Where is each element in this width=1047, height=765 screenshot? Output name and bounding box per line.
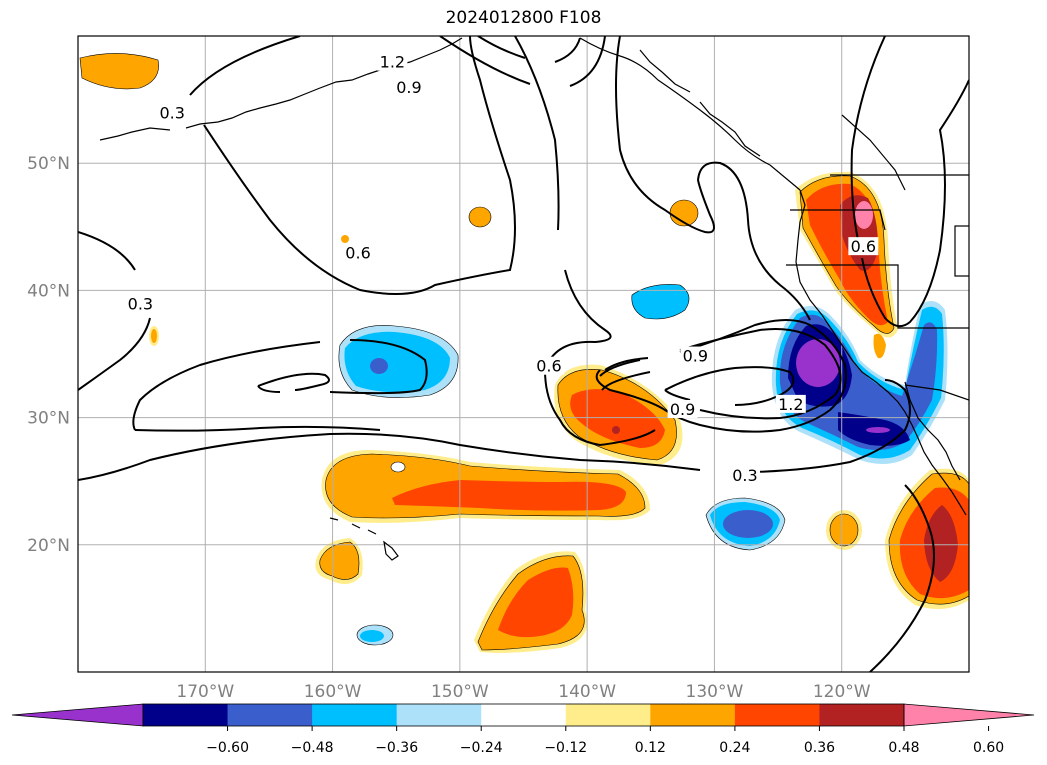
contour-label: 1.2 <box>778 395 803 414</box>
contour-0-6-ne <box>852 36 969 326</box>
lon-tick-label: 170°W <box>176 682 234 702</box>
shade-orange-blob-3 <box>151 329 157 343</box>
contour-1-2-north <box>478 36 580 62</box>
shade-orange-ne-tail <box>874 334 887 358</box>
colorbar-tick-label: −0.12 <box>544 740 587 756</box>
shade-royal-west <box>370 358 388 374</box>
colorbar-tick-label: 0.48 <box>888 740 919 756</box>
colorbar-swatch <box>312 704 397 726</box>
longitude-tick-labels: 170°W 160°W 150°W 140°W 130°W 120°W <box>176 682 870 702</box>
colorbar-swatch <box>650 704 735 726</box>
colorbar-swatch <box>819 704 904 726</box>
coast-alaska-gulf <box>580 38 800 190</box>
contour-0-9-west <box>258 374 329 392</box>
contour-label: 0.6 <box>345 244 370 263</box>
contour-0-9-north <box>440 36 605 86</box>
colorbar-swatch <box>397 704 482 726</box>
contour-label: 0.6 <box>851 237 876 256</box>
shade-orange-blob-4 <box>341 235 349 243</box>
colorbar-tick-label: −0.60 <box>206 740 249 756</box>
lon-tick-label: 160°W <box>304 682 362 702</box>
shade-brick-center <box>612 426 620 434</box>
anomaly-shading <box>80 53 969 652</box>
colorbar-swatch <box>228 704 313 726</box>
lat-tick-label: 50°N <box>27 154 70 174</box>
colorbar-swatch <box>143 704 228 726</box>
contour-label: 0.9 <box>683 347 708 366</box>
contour-label: 0.3 <box>159 104 184 123</box>
contour-label: 0.9 <box>670 400 695 419</box>
latitude-tick-labels: 20°N 30°N 40°N 50°N <box>27 154 70 556</box>
coast-bc-islands <box>640 50 760 156</box>
colorbar-extend-low <box>12 704 143 726</box>
colorbar-swatch <box>735 704 820 726</box>
colorbar-tick-label: 0.24 <box>719 740 750 756</box>
colorbar-tick-label: 0.60 <box>973 740 1004 756</box>
lat-tick-label: 30°N <box>27 409 70 429</box>
shade-orange-blob-5 <box>830 514 858 546</box>
contour-label: 1.2 <box>380 53 405 72</box>
colorbar-tick-label: −0.24 <box>460 740 503 756</box>
colorbar-swatch <box>566 704 651 726</box>
lon-tick-label: 130°W <box>686 682 744 702</box>
shade-white-hole <box>391 462 405 472</box>
shade-orange-blob-1 <box>469 207 491 227</box>
contour-0-6-main <box>133 36 846 445</box>
contour-label: 0.9 <box>396 78 421 97</box>
colorbar-tick-label: −0.48 <box>291 740 334 756</box>
contour-label: 0.3 <box>732 466 757 485</box>
lat-tick-label: 40°N <box>27 281 70 301</box>
lon-tick-label: 120°W <box>813 682 871 702</box>
colorbar-extend-high <box>904 704 1034 726</box>
lat-tick-label: 20°N <box>27 536 70 556</box>
colorbar: −0.60 −0.48 −0.36 −0.24 −0.12 0.12 0.24 0.36 0.4… <box>12 704 1034 756</box>
shade-royal-smid <box>723 510 773 538</box>
contour-label: 0.3 <box>128 294 153 313</box>
colorbar-tick-label: 0.36 <box>804 740 835 756</box>
shade-purple-cal2 <box>866 427 890 433</box>
colorbar-tick-label: −0.36 <box>375 740 418 756</box>
shade-orange-nw <box>80 53 159 88</box>
contour-0-6-pnw <box>616 36 810 320</box>
lon-tick-label: 140°W <box>558 682 616 702</box>
lon-tick-label: 150°W <box>431 682 489 702</box>
colorbar-tick-label: 0.12 <box>635 740 666 756</box>
shade-sky-mid <box>632 284 689 319</box>
contour-label: 0.6 <box>536 357 561 376</box>
shade-sky-south <box>360 630 384 642</box>
shade-pink-ne <box>855 201 873 229</box>
colorbar-swatch <box>481 704 566 726</box>
